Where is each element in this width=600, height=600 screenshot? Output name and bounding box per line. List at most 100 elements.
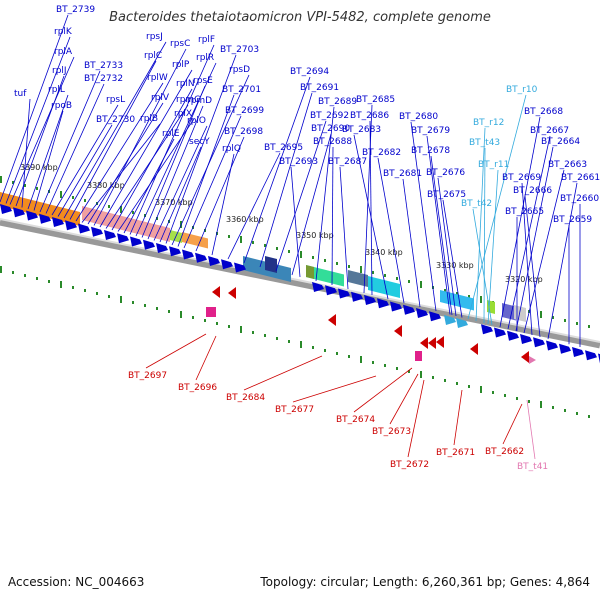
gene-label: rplC bbox=[144, 51, 162, 61]
gene-label: BT_2677 bbox=[275, 405, 314, 415]
gene-leader-line bbox=[159, 146, 202, 243]
lower-scale-tick bbox=[312, 346, 314, 349]
upper-scale-tick bbox=[576, 322, 578, 325]
gene-label: rplF bbox=[198, 35, 215, 45]
gene-leader-line bbox=[51, 104, 119, 216]
lower-scale-tick bbox=[204, 319, 206, 322]
lower-scale-tick bbox=[420, 371, 422, 378]
rrna-arrow bbox=[444, 315, 456, 325]
gene-label: BT_2678 bbox=[411, 146, 450, 156]
gene-leader-line bbox=[363, 104, 373, 294]
upper-scale-tick bbox=[360, 266, 362, 273]
lower-scale-tick bbox=[480, 386, 482, 393]
gene-label: BT_2666 bbox=[513, 186, 552, 196]
gene-leader-line bbox=[453, 389, 463, 446]
gene-leader-line bbox=[524, 195, 541, 338]
gene-label: BT_2662 bbox=[485, 447, 524, 457]
gene-leader-line bbox=[437, 177, 457, 317]
gene-label: rpmC bbox=[176, 95, 200, 105]
gene-leader-line bbox=[145, 333, 207, 369]
gene-arrow-forward bbox=[195, 252, 207, 263]
gene-label: BT_2671 bbox=[436, 448, 475, 458]
gene-arrow-forward bbox=[585, 350, 597, 361]
gene-leader-line bbox=[430, 155, 453, 316]
upper-scale-tick bbox=[144, 214, 146, 217]
upper-scale-tick bbox=[468, 295, 470, 298]
gene-leader-line bbox=[442, 199, 463, 318]
orange-feature-block bbox=[182, 232, 208, 249]
scale-label: 3360 kbp bbox=[226, 215, 264, 224]
gene-label: rplQ bbox=[222, 144, 241, 154]
gene-arrow-forward bbox=[91, 226, 103, 237]
gene-label: rpsL bbox=[106, 95, 125, 105]
gene-arrow-forward bbox=[364, 295, 376, 305]
upper-scale-tick bbox=[348, 265, 350, 268]
upper-scale-tick bbox=[396, 277, 398, 280]
lower-scale-tick bbox=[396, 367, 398, 370]
gene-leader-line bbox=[153, 125, 208, 241]
gene-label: rpoB bbox=[51, 101, 72, 111]
gene-label: secY bbox=[189, 137, 210, 147]
gene-leader-line bbox=[129, 44, 215, 235]
upper-scale-tick bbox=[240, 236, 242, 243]
gene-arrow-forward bbox=[325, 285, 337, 296]
gene-label: BT_2679 bbox=[411, 126, 450, 136]
navy-feature-block bbox=[265, 255, 277, 273]
gene-leader-line bbox=[75, 82, 164, 222]
gene-label: BT_2688 bbox=[313, 137, 352, 147]
magenta-feature-block bbox=[206, 307, 216, 317]
gene-label: BT_2672 bbox=[390, 460, 429, 470]
gene-label: rpsJ bbox=[146, 32, 163, 42]
upper-scale-tick bbox=[264, 244, 266, 247]
gene-leader-line bbox=[291, 133, 332, 276]
upper-scale-tick bbox=[480, 296, 482, 303]
gene-label: BT_2698 bbox=[224, 127, 263, 137]
gene-arrow-forward bbox=[351, 291, 363, 302]
gene-arrow-forward bbox=[481, 324, 493, 335]
gene-leader-line bbox=[39, 70, 101, 213]
gene-leader-line bbox=[105, 104, 189, 229]
lower-scale-tick bbox=[84, 289, 86, 292]
green-feature-block bbox=[306, 265, 344, 287]
gene-leader-line bbox=[523, 169, 565, 334]
lower-scale-tick bbox=[108, 295, 110, 298]
gene-arrow-forward bbox=[156, 243, 168, 253]
lower-scale-tick bbox=[468, 385, 470, 388]
gene-label: BT_2684 bbox=[226, 393, 265, 403]
genome-backbone bbox=[0, 218, 600, 349]
gene-label: BT_2685 bbox=[356, 95, 395, 105]
gene-label: BT_2686 bbox=[350, 111, 389, 121]
magenta-feature-block bbox=[415, 351, 422, 361]
gene-label: rplK bbox=[54, 27, 73, 37]
gene-arrow-reverse bbox=[521, 351, 529, 363]
gene-label: rplR bbox=[196, 53, 214, 63]
gene-arrow-forward bbox=[39, 213, 51, 224]
lower-scale-tick bbox=[528, 400, 530, 403]
upper-scale-tick bbox=[228, 235, 230, 238]
gene-label: BT_2659 bbox=[553, 215, 592, 225]
gene-arrow-forward bbox=[104, 230, 116, 240]
gene-label: rplB bbox=[140, 114, 158, 124]
upper-scale-tick bbox=[120, 206, 122, 213]
gene-leader-line bbox=[87, 102, 164, 225]
page-title: Bacteroides thetaiotaomicron VPI-5482, c… bbox=[109, 10, 491, 25]
gene-leader-line bbox=[111, 88, 193, 231]
gene-label: BT_2694 bbox=[290, 67, 329, 77]
upper-scale-tick bbox=[408, 280, 410, 283]
gene-label: rpsD bbox=[229, 65, 250, 75]
gene-arrow-reverse bbox=[428, 337, 436, 349]
gene-label: BT_2695 bbox=[264, 143, 303, 153]
gene-label: BT_2697 bbox=[128, 371, 167, 381]
gene-leader-line bbox=[33, 110, 64, 211]
gene-label: BT_2673 bbox=[372, 427, 411, 437]
gene-label: BT_2663 bbox=[548, 160, 587, 170]
accession-label: Accession: NC_004663 bbox=[8, 575, 145, 589]
gene-leader-line bbox=[407, 379, 425, 458]
gene-label: rplW bbox=[147, 73, 168, 83]
upper-scale-tick bbox=[420, 281, 422, 288]
lower-scale-tick bbox=[540, 401, 542, 408]
gene-leader-line bbox=[147, 105, 204, 240]
gene-arrow-forward bbox=[52, 217, 64, 227]
lower-scale-tick bbox=[324, 349, 326, 352]
